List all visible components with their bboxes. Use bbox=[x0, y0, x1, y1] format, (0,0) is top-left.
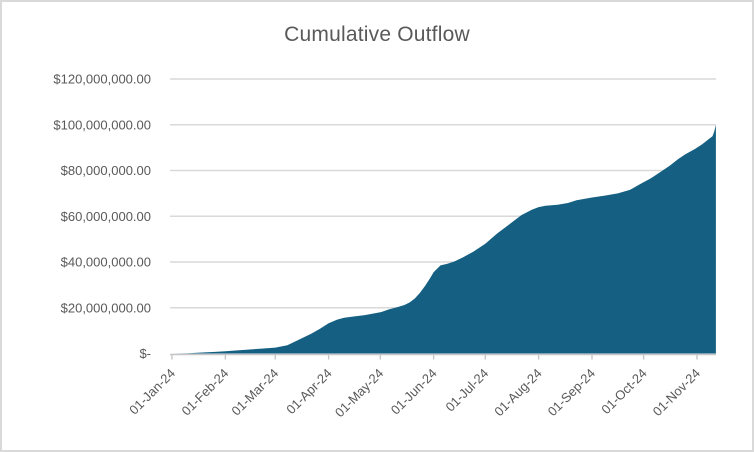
x-axis-tick-label: 01-Aug-24 bbox=[491, 366, 545, 420]
x-axis-tick-label: 01-Jan-24 bbox=[126, 366, 178, 418]
y-axis-tick-label: $60,000,000.00 bbox=[61, 209, 151, 224]
x-axis-tick-label: 01-Oct-24 bbox=[598, 366, 649, 417]
y-axis-tick-label: $40,000,000.00 bbox=[61, 255, 151, 270]
x-axis-tick-label: 01-Mar-24 bbox=[228, 366, 281, 419]
y-axis-tick-label: $100,000,000.00 bbox=[53, 117, 151, 132]
x-axis-tick-label: 01-Apr-24 bbox=[283, 366, 334, 417]
x-axis-tick-label: 01-May-24 bbox=[332, 366, 387, 421]
x-axis-tick-label: 01-Feb-24 bbox=[178, 366, 231, 419]
area-series-cumulative-outflow bbox=[172, 124, 716, 354]
y-axis-tick-label: $- bbox=[139, 346, 151, 361]
y-axis-tick-label: $120,000,000.00 bbox=[53, 72, 151, 87]
y-axis-tick-label: $20,000,000.00 bbox=[61, 300, 151, 315]
x-axis-tick-label: 01-Jul-24 bbox=[442, 366, 491, 415]
x-axis-tick-label: 01-Sep-24 bbox=[545, 366, 599, 420]
x-axis-tick-label: 01-Jun-24 bbox=[388, 366, 440, 418]
chart-title: Cumulative Outflow bbox=[284, 23, 470, 46]
y-axis-tick-label: $80,000,000.00 bbox=[61, 163, 151, 178]
x-axis-tick-label: 01-Nov-24 bbox=[650, 366, 704, 420]
